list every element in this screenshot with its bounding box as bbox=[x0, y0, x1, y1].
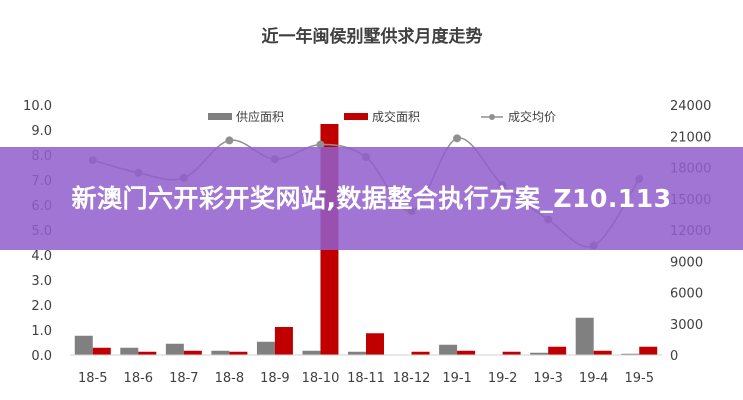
right-axis-tick: 6000 bbox=[670, 287, 703, 302]
bar-supply-area bbox=[530, 352, 549, 355]
bar-deal-area bbox=[366, 333, 384, 355]
legend-label-deal-area: 成交面积 bbox=[372, 109, 420, 124]
legend: 供应面积 成交面积 成交均价 bbox=[208, 109, 556, 124]
bar-supply-area bbox=[211, 350, 230, 355]
x-axis-tick: 18-10 bbox=[302, 371, 340, 386]
right-axis-tick: 24000 bbox=[670, 99, 711, 114]
bar-deal-area bbox=[92, 347, 111, 355]
legend-swatch-deal-area bbox=[344, 113, 368, 120]
point-avg-price bbox=[225, 136, 234, 145]
bar-supply-area bbox=[74, 335, 93, 355]
left-axis-tick: 9.0 bbox=[31, 124, 52, 139]
point-avg-price bbox=[316, 140, 325, 149]
point-avg-price bbox=[453, 134, 462, 143]
bar-deal-area bbox=[274, 327, 293, 355]
overlay-banner: 新澳门六开彩开奖网站,数据整合执行方案_Z10.113 bbox=[0, 147, 743, 250]
bar-supply-area bbox=[302, 350, 321, 355]
x-axis-tick: 19-3 bbox=[533, 371, 563, 386]
x-axis-tick: 18-11 bbox=[347, 371, 385, 386]
x-axis-tick: 18-8 bbox=[215, 371, 245, 386]
bar-supply-area bbox=[439, 344, 458, 355]
right-axis-tick: 21000 bbox=[670, 130, 711, 145]
legend-swatch-supply bbox=[208, 113, 232, 120]
legend-label-supply: 供应面积 bbox=[236, 109, 284, 124]
left-axis-tick: 4.0 bbox=[31, 249, 52, 264]
bar-supply-area bbox=[348, 351, 366, 355]
bar-deal-area bbox=[548, 346, 567, 355]
x-axis-tick: 18-6 bbox=[124, 371, 154, 386]
bar-supply-area bbox=[621, 353, 640, 355]
bar-deal-area bbox=[502, 351, 521, 355]
x-axis-tick: 19-4 bbox=[579, 371, 609, 386]
bar-deal-area bbox=[411, 351, 430, 355]
bar-supply-area bbox=[256, 341, 275, 355]
bar-deal-area bbox=[593, 350, 612, 355]
x-axis-tick: 19-2 bbox=[488, 371, 518, 386]
chart-title: 近一年闽侯别墅供求月度走势 bbox=[262, 26, 483, 47]
right-axis-tick: 3000 bbox=[670, 318, 703, 333]
right-axis-tick: 0 bbox=[670, 349, 678, 364]
bar-deal-area bbox=[639, 346, 658, 355]
x-axis-tick: 18-12 bbox=[393, 371, 431, 386]
overlay-text: 新澳门六开彩开奖网站,数据整合执行方案_Z10.113 bbox=[71, 183, 672, 213]
bar-supply-area bbox=[575, 317, 594, 355]
left-axis-tick: 3.0 bbox=[31, 274, 52, 289]
bar-deal-area bbox=[183, 350, 202, 355]
left-axis-tick: 2.0 bbox=[31, 299, 52, 314]
bar-deal-area bbox=[229, 351, 248, 355]
left-axis-tick: 1.0 bbox=[31, 324, 52, 339]
legend-marker-price bbox=[489, 114, 495, 120]
bar-supply-area bbox=[165, 343, 184, 355]
bar-deal-area bbox=[138, 351, 157, 355]
right-axis-tick: 9000 bbox=[670, 255, 703, 270]
x-axis-tick: 19-5 bbox=[624, 371, 654, 386]
legend-label-price: 成交均价 bbox=[508, 109, 556, 124]
x-axis-tick: 19-1 bbox=[442, 371, 472, 386]
left-axis-tick: 10.0 bbox=[23, 99, 52, 114]
left-axis-tick: 0.0 bbox=[31, 349, 52, 364]
bar-deal-area bbox=[457, 350, 476, 355]
x-axis-tick: 18-7 bbox=[169, 371, 199, 386]
x-axis-tick: 18-9 bbox=[260, 371, 290, 386]
x-axis-tick: 18-5 bbox=[78, 371, 108, 386]
bar-supply-area bbox=[120, 347, 139, 355]
